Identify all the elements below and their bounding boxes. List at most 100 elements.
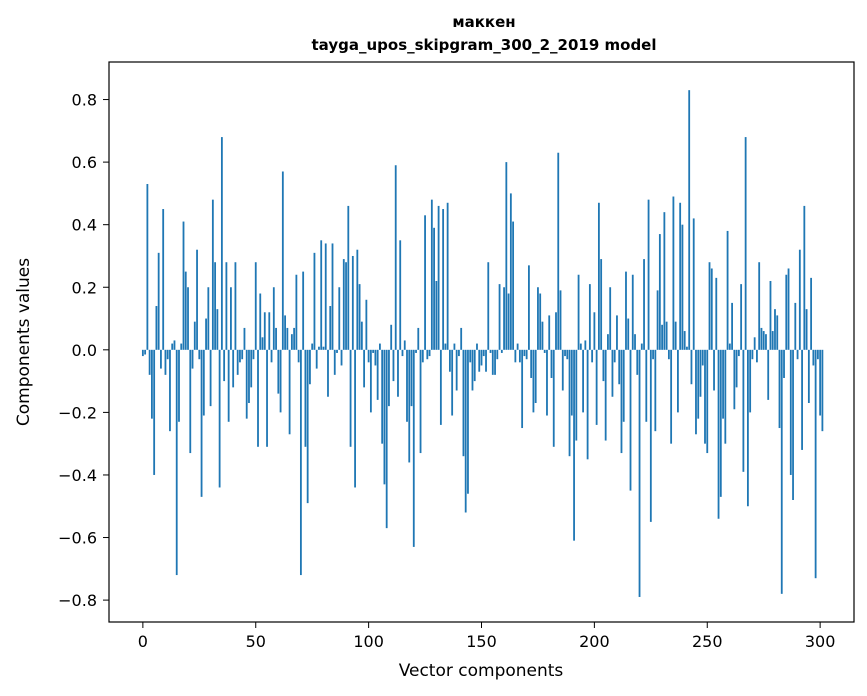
bar: [771, 331, 774, 350]
bar: [733, 349, 736, 410]
bar: [550, 349, 553, 378]
bar: [467, 349, 469, 494]
bar: [239, 349, 241, 363]
bar: [469, 349, 472, 363]
bar: [780, 349, 783, 594]
bar: [392, 349, 395, 382]
bar: [446, 202, 449, 350]
bar: [564, 349, 566, 357]
bar: [223, 349, 226, 382]
bar: [737, 349, 740, 357]
bar: [272, 287, 275, 350]
bar: [579, 343, 582, 350]
bar: [439, 349, 442, 425]
x-tick-label: 200: [579, 632, 610, 651]
bar: [433, 227, 435, 350]
bar: [699, 349, 702, 397]
bar: [539, 293, 542, 350]
bar: [338, 287, 341, 350]
bar: [616, 315, 618, 350]
bar: [821, 349, 824, 432]
bar: [164, 349, 167, 375]
bar: [640, 343, 643, 350]
bar: [311, 343, 314, 350]
bar: [783, 349, 785, 378]
bar: [719, 349, 722, 497]
bar: [153, 349, 156, 475]
bar: [776, 315, 779, 350]
bar: [607, 334, 609, 350]
bar: [665, 321, 668, 350]
bar: [399, 240, 402, 350]
bar: [442, 209, 445, 350]
bar: [769, 280, 772, 350]
bar: [765, 334, 767, 350]
bar: [363, 349, 366, 388]
bars-group: [141, 90, 824, 597]
x-axis-label: Vector components: [399, 661, 564, 681]
bar: [424, 215, 426, 350]
bar: [654, 349, 657, 432]
bar: [706, 349, 709, 454]
bar: [257, 349, 259, 447]
bar: [620, 349, 623, 454]
bar: [374, 349, 377, 366]
bar: [634, 334, 636, 350]
bar: [740, 284, 743, 350]
bar: [144, 349, 147, 355]
bar: [546, 349, 548, 416]
y-tick-label: 0.8: [72, 91, 97, 110]
y-tick-label: 0.0: [72, 341, 97, 360]
bar: [216, 309, 219, 350]
bar: [819, 349, 822, 416]
bar: [406, 349, 408, 422]
bar: [225, 262, 228, 350]
bar: [593, 312, 596, 350]
x-tick-label: 250: [692, 632, 723, 651]
bar: [584, 340, 587, 350]
bar: [722, 349, 724, 419]
bar: [803, 205, 806, 350]
bar: [704, 349, 706, 444]
bar: [537, 287, 539, 350]
bar: [507, 293, 510, 350]
bar: [518, 349, 521, 363]
bar: [451, 349, 454, 416]
bar: [381, 349, 384, 444]
bar: [193, 321, 196, 350]
bar: [435, 280, 438, 350]
bar: [667, 349, 670, 360]
bar: [672, 196, 675, 350]
bar: [762, 331, 765, 350]
bar: [591, 349, 594, 363]
bar: [157, 252, 160, 350]
bar: [622, 349, 625, 422]
bar: [360, 321, 363, 350]
bar: [708, 262, 711, 350]
bar: [774, 309, 776, 350]
y-axis: −0.8 −0.6 −0.4 −0.2 0.0 0.2 0.4 0.6 0.8: [58, 91, 109, 610]
bar: [534, 349, 537, 403]
bar: [480, 349, 483, 366]
bar: [315, 349, 318, 369]
bar: [394, 165, 397, 350]
bar: [735, 349, 738, 388]
bar: [523, 349, 526, 357]
bar: [509, 193, 512, 350]
x-tick-label: 50: [246, 632, 266, 651]
bar: [388, 349, 390, 407]
bar: [180, 343, 183, 350]
bar: [636, 349, 639, 375]
bar: [191, 349, 194, 369]
bar: [166, 349, 169, 360]
bar: [710, 268, 713, 350]
bar: [369, 349, 372, 413]
bar: [281, 171, 284, 350]
bar: [243, 327, 246, 350]
bar: [688, 90, 691, 350]
bar: [588, 284, 591, 350]
bar: [345, 262, 347, 350]
bar: [494, 349, 496, 375]
bar: [647, 199, 650, 350]
bar: [196, 249, 198, 350]
